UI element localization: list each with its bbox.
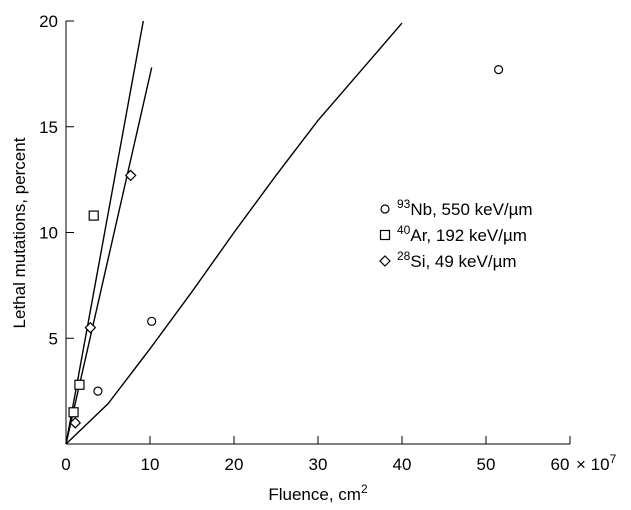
legend: 93Nb, 550 keV/µm 40Ar, 192 keV/µm 28Si, 49… <box>379 197 533 271</box>
x-tick-label: 50 <box>477 455 496 474</box>
x-tick-label: 60 <box>551 455 570 474</box>
square-data-point <box>74 379 85 390</box>
x-tick-label: 20 <box>225 455 244 474</box>
y-axis-title: Lethal mutations, percent <box>10 137 29 328</box>
legend-square-symbol <box>379 229 391 241</box>
square-data-point <box>88 210 99 221</box>
y-tick-label: 10 <box>39 224 58 243</box>
legend-diamond-symbol <box>379 255 391 267</box>
y-ticks: 5 10 15 20 <box>39 12 74 348</box>
y-tick-label: 20 <box>39 12 58 31</box>
x-tick-multiplier: × 107 <box>576 452 617 474</box>
fit-line <box>65 20 144 445</box>
circle-data-point <box>93 386 103 396</box>
legend-entry-label: 93Nb, 550 keV/µm <box>397 197 533 219</box>
y-tick-label: 15 <box>39 118 58 137</box>
x-tick-label: 40 <box>393 455 412 474</box>
x-tick-label: 30 <box>309 455 328 474</box>
y-tick-label: 5 <box>49 329 58 348</box>
x-axis-title: Fluence, cm2 <box>268 482 368 504</box>
circle-data-point <box>147 316 157 326</box>
fit-line <box>65 22 403 445</box>
x-tick-label: 0 <box>61 455 70 474</box>
legend-entry-label: 28Si, 49 keV/µm <box>397 249 517 271</box>
markers <box>68 65 504 429</box>
legend-entry-label: 40Ar, 192 keV/µm <box>397 223 527 245</box>
square-data-point <box>68 407 79 418</box>
x-ticks: 0 10 20 30 40 50 60 × 107 <box>61 436 617 474</box>
diamond-data-point <box>124 169 137 182</box>
x-tick-label: 10 <box>141 455 160 474</box>
diamond-data-point <box>84 321 97 334</box>
fit-lines <box>65 20 403 445</box>
circle-data-point <box>494 65 504 75</box>
diamond-data-point <box>69 417 82 429</box>
legend-circle-symbol <box>380 204 390 214</box>
